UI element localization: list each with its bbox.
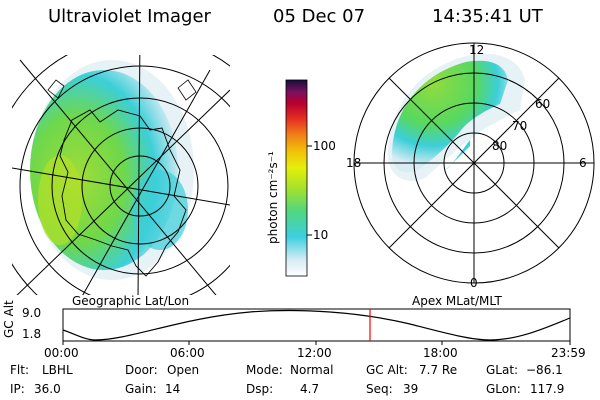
- ip-value: 36.0: [34, 382, 61, 396]
- gain-value: 14: [165, 382, 181, 396]
- mode-value: Normal: [290, 363, 334, 377]
- mlt-label-6: 6: [579, 156, 587, 170]
- time-label: 14:35:41 UT: [432, 6, 543, 27]
- seq-label: Seq:: [366, 382, 393, 396]
- instrument-title: Ultraviolet Imager: [48, 6, 211, 27]
- ip-label: IP:: [10, 382, 25, 396]
- dsp-value: 4.7: [300, 382, 320, 396]
- altitude-curve: [62, 309, 571, 341]
- geo-panel-label: Geographic Lat/Lon: [72, 294, 190, 308]
- polar-auroral-image: [387, 53, 525, 181]
- colorbar-tick-10: 10: [313, 228, 329, 242]
- altitude-ylabel: GC Alt: [2, 300, 16, 338]
- door-value: Open: [167, 363, 200, 377]
- mlat-label-60: 60: [535, 97, 551, 111]
- door-label: Door:: [125, 363, 158, 377]
- seq-value: 39: [403, 382, 419, 396]
- colorbar-tick-100: 100: [313, 139, 336, 153]
- flt-value: LBHL: [42, 363, 73, 377]
- continent-outline: [59, 109, 187, 277]
- dsp-label: Dsp:: [246, 382, 274, 396]
- mlt-label-18: 18: [346, 156, 362, 170]
- altitude-xtick-0000: 00:00: [44, 346, 79, 360]
- mode-label: Mode:: [246, 363, 283, 377]
- glon-value: 117.9: [530, 382, 565, 396]
- gcalt-value: 7.7 Re: [419, 363, 458, 377]
- altitude-xtick-0600: 06:00: [170, 346, 205, 360]
- flt-label: Flt:: [10, 363, 29, 377]
- mlat-label-80: 80: [492, 139, 508, 153]
- date-label: 05 Dec 07: [273, 6, 366, 27]
- altitude-xtick-1200: 12:00: [297, 346, 332, 360]
- polar-grid: [353, 42, 595, 284]
- gcalt-label: GC Alt:: [366, 363, 408, 377]
- gain-label: Gain:: [125, 382, 157, 396]
- mlt-label-0: 0: [470, 276, 478, 290]
- mlat-label-70: 70: [512, 119, 528, 133]
- altitude-xtick-2359: 23:59: [551, 346, 586, 360]
- altitude-ytick-1-8: 1.8: [22, 327, 42, 341]
- glat-value: −86.1: [526, 363, 563, 377]
- polar-panel-label: Apex MLat/MLT: [412, 294, 502, 308]
- altitude-xtick-1800: 18:00: [423, 346, 458, 360]
- glon-label: GLon:: [486, 382, 521, 396]
- altitude-ytick-9: 9.0: [22, 306, 42, 320]
- geo-grid: [12, 55, 230, 295]
- mlt-label-12: 12: [469, 43, 485, 57]
- glat-label: GLat:: [486, 363, 519, 377]
